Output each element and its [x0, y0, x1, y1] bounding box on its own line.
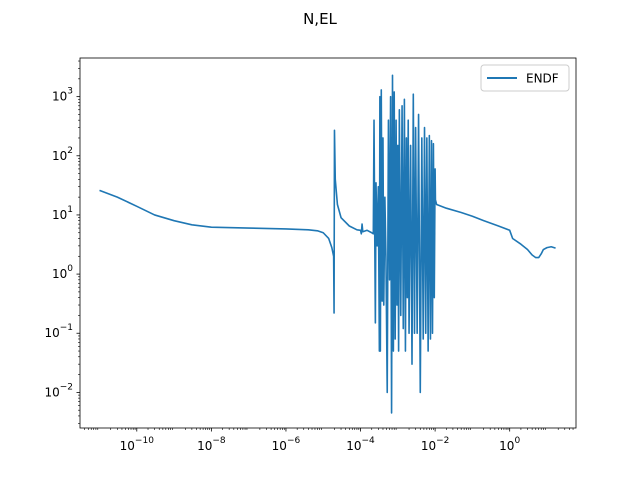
y-tick-label: 103: [52, 87, 73, 104]
x-tick-label: 10−10: [120, 436, 155, 453]
series-line-endf: [99, 74, 556, 414]
x-tick-label: 10−2: [421, 436, 450, 453]
x-tick-label: 10−6: [272, 436, 301, 453]
x-axis: 10−10 10−8 10−6 10−4 10−2 100: [84, 428, 574, 453]
x-tick-label: 10−8: [197, 436, 226, 453]
x-tick-label: 10−4: [346, 436, 375, 453]
chart-title: N,EL: [303, 10, 337, 28]
x-tick-label: 100: [499, 436, 520, 453]
y-tick-label: 100: [52, 264, 73, 281]
y-tick-label: 102: [52, 146, 73, 163]
y-tick-label: 10−1: [44, 323, 73, 340]
legend-label-endf: ENDF: [526, 72, 559, 86]
legend-box: [480, 64, 570, 92]
plot-frame: [79, 57, 577, 429]
series-layer: [99, 74, 556, 414]
y-tick-label: 10−2: [44, 382, 73, 399]
legend: ENDF: [480, 64, 570, 92]
y-tick-label: 101: [52, 205, 73, 222]
